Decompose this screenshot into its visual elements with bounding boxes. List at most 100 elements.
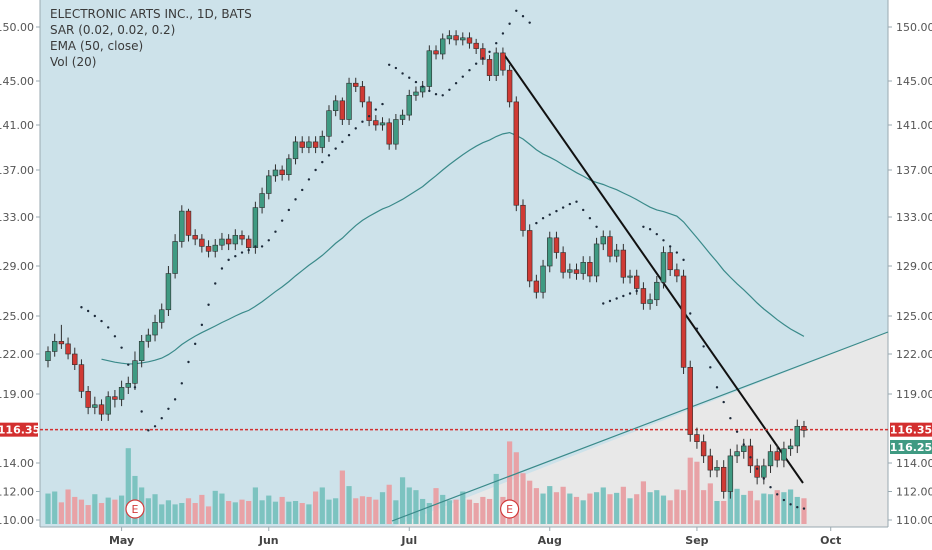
candle-body <box>700 441 707 457</box>
sar-dot <box>274 230 277 233</box>
candle-body <box>246 238 252 248</box>
candle-body <box>513 101 520 206</box>
sar-dot <box>582 208 585 212</box>
volume-bar <box>306 504 312 524</box>
volume-bar <box>279 496 285 524</box>
candle-body <box>727 455 734 492</box>
volume-bar <box>420 498 426 524</box>
sar-dot <box>387 63 391 66</box>
sar-dot <box>220 267 224 270</box>
support-trendline <box>391 331 889 522</box>
sar-dot <box>715 386 719 389</box>
sar-dot <box>755 467 759 470</box>
candle-body <box>747 445 754 467</box>
sar-dot <box>448 88 451 92</box>
time-axis[interactable]: May Jun Jul Aug Sep Oct <box>109 527 841 547</box>
sar-dot <box>381 102 384 106</box>
volume-bar <box>473 503 479 524</box>
sar-dot <box>401 72 404 75</box>
candle-body <box>406 95 412 116</box>
candle-body <box>212 244 218 252</box>
drawn-trendlines[interactable] <box>40 52 889 522</box>
volume-bar <box>493 473 499 524</box>
sar-dot <box>334 147 337 150</box>
y-tick-label-right: 122.00 <box>896 348 932 361</box>
candle-body <box>266 175 272 194</box>
legend-sar[interactable]: SAR (0.02, 0.02, 0.2) <box>50 23 176 37</box>
volume-bar <box>299 503 305 524</box>
candle-body <box>332 100 339 112</box>
candle-body <box>654 281 660 301</box>
candle-body <box>312 141 319 148</box>
volume-bar <box>406 487 412 524</box>
candle-body <box>620 249 627 278</box>
sar-dot <box>662 239 665 242</box>
candle-body <box>433 50 439 55</box>
candle-body <box>225 238 232 245</box>
y-tick-label-left: 133.00 <box>0 211 34 224</box>
sar-dot <box>127 363 130 366</box>
volume-bar <box>674 489 680 524</box>
month-label: Oct <box>820 534 841 547</box>
legend-ema[interactable]: EMA (50, close) <box>50 39 144 53</box>
month-label: May <box>109 534 134 547</box>
candle-body <box>634 275 640 289</box>
candle-body <box>440 38 446 55</box>
volume-bar <box>118 495 125 524</box>
y-tick-label-right: 137.00 <box>896 164 932 177</box>
volume-bar <box>787 489 794 524</box>
candle-body <box>286 158 292 175</box>
sar-dot <box>695 327 699 330</box>
volume-bar <box>179 503 185 524</box>
y-tick-label-left: 145.00 <box>0 75 34 88</box>
y-tick-label-left: 112.00 <box>0 486 34 499</box>
legend-volume[interactable]: Vol (20) <box>50 55 97 69</box>
candle-body <box>767 451 774 467</box>
candle-body <box>647 299 653 304</box>
candle-body <box>761 465 767 478</box>
volume-bar <box>801 498 807 524</box>
sar-dot <box>541 217 545 220</box>
candle-body <box>580 262 586 274</box>
sar-dot <box>535 221 538 225</box>
sar-dot <box>508 22 511 25</box>
sar-dot <box>267 239 270 242</box>
sar-dot <box>528 21 531 24</box>
candle-body <box>346 82 352 120</box>
volume-bar <box>647 492 653 524</box>
candle-body <box>720 466 727 492</box>
legend-title[interactable]: ELECTRONIC ARTS INC., 1D, BATS <box>50 7 252 21</box>
sar-dot <box>167 407 170 410</box>
volume-bar <box>112 499 118 524</box>
volume-bar <box>593 492 600 524</box>
candle-body <box>58 341 65 345</box>
volume-bar <box>45 493 51 524</box>
price-axis[interactable]: 110.00 110.00 112.00 112.00 114.00 114.00 119.… <box>0 21 932 527</box>
sar-dot <box>689 312 692 315</box>
sar-dot <box>675 251 679 254</box>
sar-dot <box>93 314 97 318</box>
volume-bar <box>145 498 151 524</box>
volume-bar <box>165 500 172 524</box>
candle-body <box>252 207 259 248</box>
volume-bar <box>480 496 486 524</box>
earnings-marker <box>125 499 145 519</box>
candle-body <box>533 280 540 293</box>
sar-dot <box>227 258 230 262</box>
sar-dot <box>147 429 150 432</box>
candle-body <box>205 246 212 252</box>
sar-dot <box>782 498 786 502</box>
candle-body <box>179 210 185 242</box>
volume-bar <box>533 488 539 524</box>
sar-dot <box>113 335 117 338</box>
volume-bar <box>359 496 366 524</box>
volume-bar <box>172 504 178 524</box>
sar-dot <box>655 232 658 236</box>
sar-dot <box>521 15 525 18</box>
volume-bar <box>547 486 553 524</box>
sar-dot <box>180 382 183 385</box>
candle-body <box>65 343 71 355</box>
